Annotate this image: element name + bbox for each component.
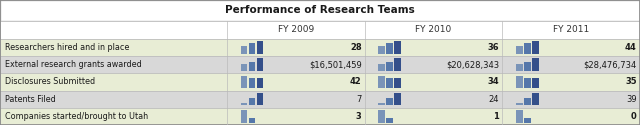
Bar	[248, 98, 255, 105]
Bar	[378, 103, 385, 105]
Bar	[524, 43, 531, 54]
Bar	[378, 64, 385, 71]
Text: FY 2010: FY 2010	[415, 25, 452, 34]
Bar	[394, 78, 401, 88]
Bar	[386, 78, 393, 88]
Bar	[257, 41, 264, 54]
Text: Researchers hired and in place: Researchers hired and in place	[5, 43, 129, 52]
Bar	[532, 41, 539, 54]
Text: 24: 24	[489, 95, 499, 104]
Bar	[0, 39, 640, 56]
Bar	[241, 103, 247, 105]
Text: 39: 39	[626, 95, 637, 104]
Text: Disclosures Submitted: Disclosures Submitted	[5, 77, 95, 86]
Bar	[241, 64, 247, 71]
Bar	[516, 46, 522, 54]
Bar	[0, 73, 640, 90]
Bar	[394, 58, 401, 71]
Bar	[394, 93, 401, 105]
Bar	[516, 64, 522, 71]
Text: External research grants awarded: External research grants awarded	[5, 60, 142, 69]
Text: 44: 44	[625, 43, 637, 52]
Bar	[241, 110, 247, 123]
Bar	[386, 98, 393, 105]
Bar	[532, 78, 539, 88]
Bar	[378, 110, 385, 123]
Bar	[0, 0, 640, 21]
Text: FY 2011: FY 2011	[553, 25, 589, 34]
Text: 36: 36	[488, 43, 499, 52]
Bar	[248, 62, 255, 71]
Text: Performance of Research Teams: Performance of Research Teams	[225, 5, 415, 15]
Text: $16,501,459: $16,501,459	[309, 60, 362, 69]
Bar	[0, 21, 640, 39]
Bar	[0, 56, 640, 73]
Text: Companies started/brought to Utah: Companies started/brought to Utah	[5, 112, 148, 121]
Bar	[241, 76, 247, 88]
Bar	[248, 118, 255, 123]
Bar	[241, 46, 247, 54]
Text: 34: 34	[488, 77, 499, 86]
Bar	[394, 41, 401, 54]
Bar	[524, 78, 531, 88]
Text: 3: 3	[356, 112, 362, 121]
Bar	[386, 62, 393, 71]
Text: $20,628,343: $20,628,343	[446, 60, 499, 69]
Text: $28,476,734: $28,476,734	[584, 60, 637, 69]
Bar	[257, 58, 264, 71]
Bar	[378, 46, 385, 54]
Bar	[532, 58, 539, 71]
Bar	[532, 93, 539, 105]
Bar	[257, 78, 264, 88]
Bar	[248, 78, 255, 88]
Bar	[386, 43, 393, 54]
Text: FY 2009: FY 2009	[278, 25, 314, 34]
Bar	[524, 118, 531, 123]
Bar	[378, 76, 385, 88]
Bar	[248, 43, 255, 54]
Text: 35: 35	[625, 77, 637, 86]
Text: Patents Filed: Patents Filed	[5, 95, 56, 104]
Bar	[524, 98, 531, 105]
Text: 1: 1	[493, 112, 499, 121]
Bar	[516, 110, 522, 123]
Text: 0: 0	[631, 112, 637, 121]
Text: 42: 42	[350, 77, 362, 86]
Bar	[386, 118, 393, 123]
Text: 28: 28	[350, 43, 362, 52]
Text: 7: 7	[356, 95, 362, 104]
Bar	[257, 93, 264, 105]
Bar	[0, 90, 640, 108]
Bar	[0, 108, 640, 125]
Bar	[516, 76, 522, 88]
Bar	[516, 103, 522, 105]
Bar	[524, 62, 531, 71]
